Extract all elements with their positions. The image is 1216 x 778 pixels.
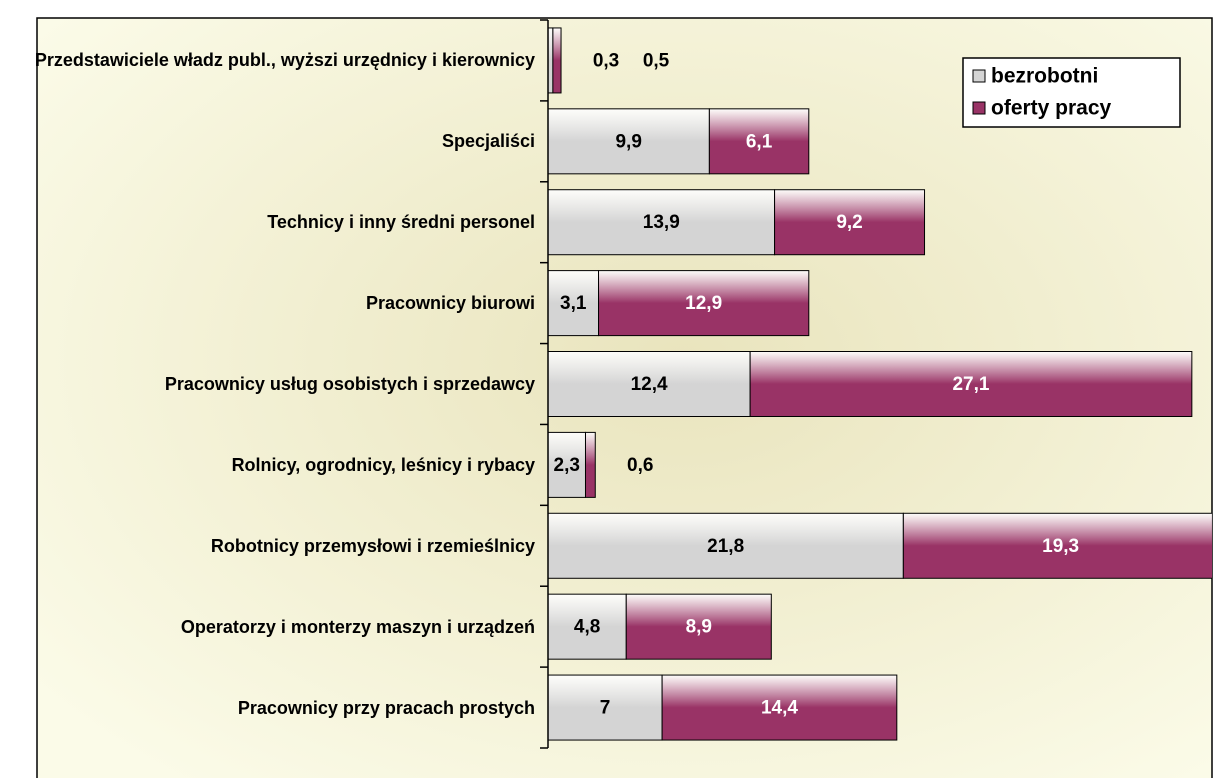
value-label: 13,9 xyxy=(643,212,680,233)
category-text: Pracownicy biurowi xyxy=(365,293,535,314)
legend-swatch xyxy=(972,69,986,83)
value-label: 4,8 xyxy=(574,617,600,638)
value-label: 27,1 xyxy=(952,374,989,395)
value-label: 9,2 xyxy=(836,212,862,233)
category-text: Technicy i inny średni personel xyxy=(267,212,535,233)
category-label: Pracownicy usług osobistych i sprzedawcy xyxy=(15,371,535,397)
category-text: Specjaliści xyxy=(441,131,535,152)
category-text: Robotnicy przemysłowi i rzemieślnicy xyxy=(210,535,535,556)
value-label: 19,3 xyxy=(1042,536,1079,557)
value-label: 21,8 xyxy=(707,536,744,557)
bar-segment xyxy=(552,27,562,94)
category-text: Operatorzy i monterzy maszyn i urządzeń xyxy=(180,616,535,637)
bar-segment xyxy=(547,189,776,256)
category-label: Specjaliści xyxy=(15,128,535,154)
legend-label: oferty pracy xyxy=(991,97,1112,120)
bar-segment xyxy=(547,108,710,175)
bar-segment xyxy=(708,108,810,175)
value-label: 0,6 xyxy=(627,455,653,476)
bar-segment xyxy=(547,270,600,337)
bar-segment xyxy=(625,593,772,660)
legend-label: bezrobotni xyxy=(991,65,1098,88)
bar-segment xyxy=(902,512,1212,579)
bar-segment xyxy=(584,431,596,498)
legend-swatch xyxy=(972,101,986,115)
category-text: Rolnicy, ogrodnicy, leśnicy i rybacy xyxy=(231,454,535,475)
bar-segment xyxy=(598,270,810,337)
category-text: Przedstawiciele władz publ., wyższi urzę… xyxy=(34,50,535,71)
value-label: 8,9 xyxy=(686,617,712,638)
legend-box xyxy=(962,57,1181,128)
category-label: Pracownicy przy pracach prostych xyxy=(15,695,535,721)
value-label: 14,4 xyxy=(761,698,798,719)
value-label: 6,1 xyxy=(746,131,773,152)
bar-segment xyxy=(749,351,1193,417)
category-label: Technicy i inny średni personel xyxy=(15,209,535,235)
value-label: 12,4 xyxy=(631,374,668,395)
bar-segment xyxy=(547,512,904,579)
category-label: Robotnicy przemysłowi i rzemieślnicy xyxy=(15,533,535,559)
category-label: Pracownicy biurowi xyxy=(15,290,535,316)
category-label: Operatorzy i monterzy maszyn i urządzeń xyxy=(15,614,535,640)
value-label: 2,3 xyxy=(554,455,580,476)
category-text: Pracownicy przy pracach prostych xyxy=(237,697,535,718)
bar-segment xyxy=(547,593,627,660)
category-label: Rolnicy, ogrodnicy, leśnicy i rybacy xyxy=(15,452,535,478)
value-label: 9,9 xyxy=(615,131,641,152)
category-text: Pracownicy usług osobistych i sprzedawcy xyxy=(164,374,535,394)
bar-segment xyxy=(774,189,926,256)
value-label: 7 xyxy=(600,698,611,719)
value-label: 3,1 xyxy=(560,293,587,314)
value-label: 12,9 xyxy=(685,293,722,314)
value-label: 0,3 xyxy=(593,50,619,71)
value-label: 0,5 xyxy=(643,50,670,71)
bar-segment xyxy=(661,674,898,741)
category-label: Przedstawiciele władz publ., wyższi urzę… xyxy=(15,47,535,73)
